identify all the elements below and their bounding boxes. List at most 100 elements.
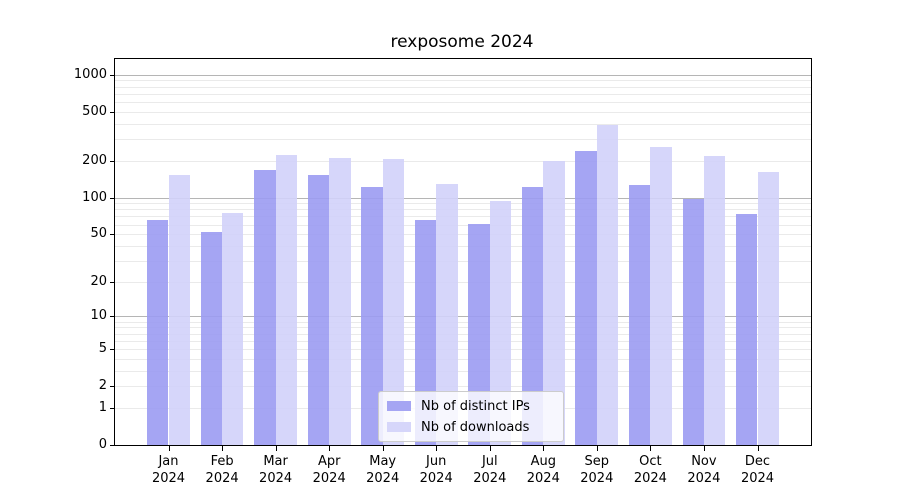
y-tick-mark [110,74,114,76]
minor-gridline [115,370,811,372]
downloads-bar [222,212,244,445]
plot-area: 0 1 2 5 10 20 50 100 200 500 1000 Jan 2024 Feb 2024… [74,58,812,486]
minor-gridline [115,101,811,103]
y-tick-label: 1 [98,399,107,415]
major-gridline [115,197,811,199]
x-tick-label: Jan 2024 [151,454,186,486]
minor-gridline [115,358,811,360]
minor-gridline [115,386,811,388]
minor-gridline [115,203,811,205]
minor-gridline [115,111,811,113]
ips-bar [414,219,437,445]
x-tick-label: Feb 2024 [205,454,239,486]
x-tick-label: Jul 2024 [473,454,507,486]
legend-item-downloads: Nb of downloads [387,418,555,436]
minor-gridline [115,139,811,140]
legend: Nb of distinct IPs Nb of downloads [378,391,564,442]
minor-gridline [115,245,811,247]
x-tick-mark [382,446,384,451]
y-tick-label: 5 [98,340,107,356]
major-gridline [115,316,811,318]
downloads-bar [329,158,351,445]
downloads-bar [382,159,405,445]
y-tick-mark [110,234,114,236]
x-tick-label: Oct 2024 [633,454,667,486]
x-tick-mark [757,446,759,451]
downloads-bar [543,161,565,445]
legend-label-downloads: Nb of downloads [421,419,530,435]
legend-label-distinct-ips: Nb of distinct IPs [421,398,530,414]
chart-title: rexposome 2024 [390,32,534,52]
ips-bar [468,223,490,445]
ips-bar [200,232,223,445]
x-tick-mark [222,446,224,451]
minor-gridline [115,209,811,211]
minor-gridline [115,80,811,82]
ips-bar [682,199,704,445]
downloads-bar [436,183,458,445]
x-tick-mark [596,446,598,451]
ips-bar [736,214,758,445]
y-tick-label: 50 [90,226,107,242]
minor-gridline [115,93,811,95]
y-tick-mark [110,348,114,350]
x-tick-label: Dec 2024 [740,454,775,486]
y-tick-mark [110,197,114,199]
minor-gridline [115,327,811,329]
major-gridline [115,74,811,76]
gridlines-layer [115,59,811,445]
downloads-bar [489,201,512,445]
minor-gridline [115,340,811,342]
downloads-bar [275,154,297,445]
minor-gridline [115,86,811,88]
minor-gridline [115,260,811,262]
x-tick-mark [703,446,705,451]
y-tick-mark [110,281,114,283]
y-axis: 0 1 2 5 10 20 50 100 200 500 1000 [74,59,811,452]
x-tick-label: Sep 2024 [580,454,614,486]
y-tick-mark [110,386,114,388]
minor-gridline [115,224,811,226]
minor-gridline [115,321,811,323]
legend-item-distinct-ips: Nb of distinct IPs [387,397,555,415]
ips-bar [521,187,544,445]
x-tick-label: Aug 2024 [526,454,560,486]
ips-bar [254,170,276,445]
y-tick-mark [110,160,114,162]
bars-layer [115,59,811,445]
downloads-bar [168,174,190,445]
legend-swatch-downloads [387,422,411,432]
y-tick-label: 20 [90,273,107,289]
y-tick-label: 10 [90,308,107,324]
minor-gridline [115,160,811,162]
minor-gridline [115,216,811,218]
y-tick-label: 500 [82,103,107,119]
x-tick-mark [543,446,545,451]
minor-gridline [115,123,811,125]
y-tick-mark [110,445,114,446]
x-tick-label: Nov 2024 [687,454,721,486]
x-tick-mark [275,446,277,451]
x-tick-mark [489,446,491,451]
downloads-bar [650,146,672,445]
y-tick-label: 100 [82,189,107,205]
x-tick-label: Apr 2024 [312,454,346,486]
x-tick-label: Jun 2024 [419,454,453,486]
y-tick-label: 2 [98,378,107,394]
legend-swatch-distinct-ips [387,401,411,411]
downloads-bar [596,125,619,445]
x-tick-mark [436,446,438,451]
x-tick-label: May 2024 [366,454,400,486]
x-axis: Jan 2024 Feb 2024 Mar 2024 Apr 2024 May 2024… [115,59,811,486]
y-tick-mark [110,111,114,113]
y-tick-label: 1000 [73,66,107,82]
minor-gridline [115,281,811,283]
ips-bar [575,150,597,445]
minor-gridline [115,333,811,335]
x-tick-mark [329,446,331,451]
x-tick-label: Mar 2024 [259,454,293,486]
y-tick-mark [110,316,114,318]
y-tick-label: 0 [98,437,107,452]
y-tick-label: 200 [82,152,107,168]
